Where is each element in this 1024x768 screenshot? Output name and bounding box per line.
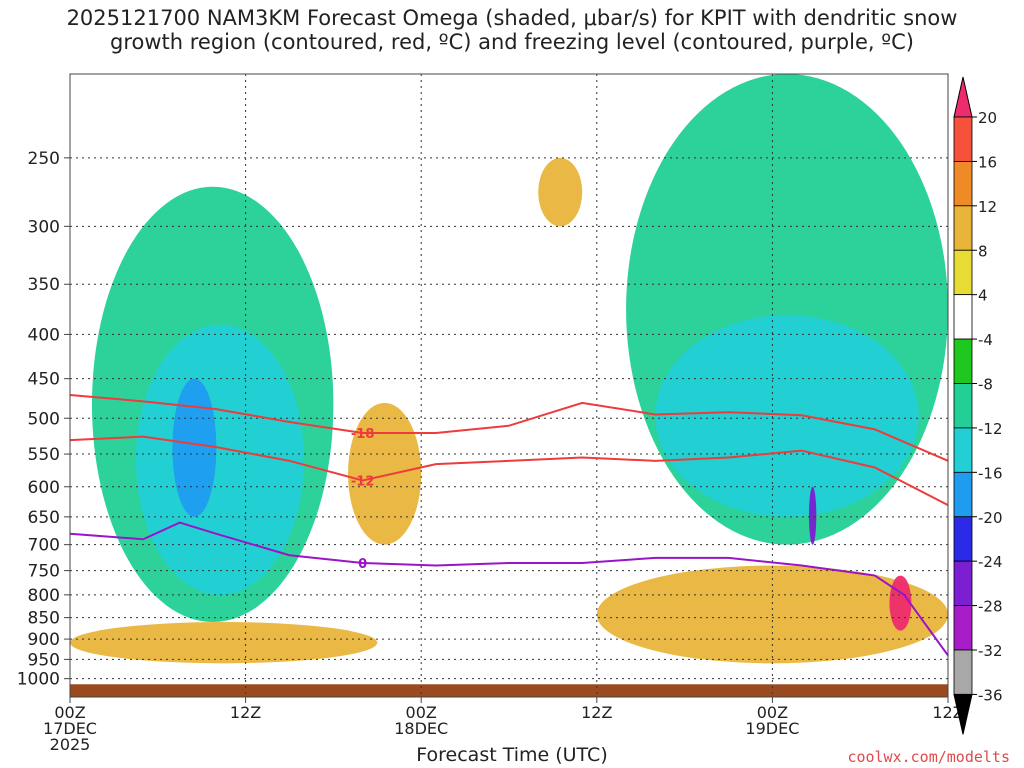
omega-region	[538, 157, 583, 227]
y-tick-label: 500	[28, 409, 60, 429]
colorbar-swatch	[953, 205, 973, 251]
red-contour-label: -18	[351, 427, 375, 442]
colorbar-label: -8	[978, 376, 993, 394]
colorbar-label: -16	[978, 464, 1003, 482]
omega-region	[808, 486, 817, 545]
colorbar-bottom-arrow	[953, 693, 973, 735]
colorbar-swatch	[953, 605, 973, 651]
y-tick-label: 400	[28, 325, 60, 345]
colorbar-swatch	[953, 471, 973, 518]
colorbar-label: -32	[978, 642, 1003, 660]
y-tick-label: 250	[28, 149, 60, 169]
red-contour	[69, 394, 949, 462]
x-tick-label: 00Z	[757, 703, 788, 722]
red-contour	[69, 435, 949, 506]
y-tick-label: 950	[28, 650, 60, 670]
colorbar-label: -20	[978, 509, 1003, 527]
purple-contour	[69, 521, 949, 657]
x-tick-label: 00Z	[406, 703, 437, 722]
x-tick-label: 00Z	[54, 703, 85, 722]
colorbar-label: 4	[978, 287, 988, 305]
colorbar-swatch	[953, 116, 973, 162]
purple-contour-label: 0	[358, 557, 367, 572]
x-axis-label: Forecast Time (UTC)	[416, 744, 608, 766]
y-tick-label: 300	[28, 217, 60, 237]
red-contour-label: -12	[351, 474, 375, 489]
omega-region	[655, 315, 919, 517]
credit-text[interactable]: coolwx.com/modelts	[847, 748, 1010, 766]
colorbar-label: 20	[978, 109, 997, 127]
chart-title-line-2: growth region (contoured, red, ºC) and f…	[110, 30, 914, 54]
colorbar-label: 16	[978, 153, 997, 171]
x-tick-year: 2025	[50, 735, 91, 754]
y-tick-label: 550	[28, 445, 60, 465]
y-tick-label: 1000	[17, 670, 60, 690]
colorbar-swatch	[953, 516, 973, 562]
colorbar-label: -12	[978, 420, 1003, 438]
y-tick-label: 900	[28, 630, 60, 650]
x-tick-date: 18DEC	[394, 719, 448, 738]
omega-region	[135, 324, 305, 595]
omega-region	[889, 575, 912, 631]
x-tick-date: 19DEC	[745, 719, 799, 738]
x-tick-date: 17DEC	[43, 719, 97, 738]
y-tick-label: 700	[28, 536, 60, 556]
omega-region	[172, 378, 217, 517]
ground-fill	[70, 684, 948, 697]
colorbar-label: -4	[978, 331, 993, 349]
colorbar-swatch	[953, 294, 973, 340]
colorbar-label: -36	[978, 686, 1003, 704]
colorbar-label: -28	[978, 598, 1003, 616]
colorbar-top-arrow	[953, 76, 973, 118]
colorbar-label: -24	[978, 553, 1003, 571]
colorbar-swatch	[953, 249, 973, 296]
plot-frame	[69, 73, 949, 698]
x-tick-label: 12Z	[581, 703, 612, 722]
colorbar-swatch	[953, 161, 973, 207]
y-tick-label: 800	[28, 586, 60, 606]
y-tick-label: 350	[28, 275, 60, 295]
chart-title-line-1: 2025121700 NAM3KM Forecast Omega (shaded…	[66, 6, 958, 30]
omega-region	[348, 402, 422, 545]
y-tick-label: 600	[28, 478, 60, 498]
colorbar-swatch	[953, 649, 973, 695]
y-tick-label: 650	[28, 508, 60, 528]
omega-region	[70, 622, 378, 664]
x-tick-label: 12Z	[932, 703, 963, 722]
y-tick-label: 850	[28, 609, 60, 629]
colorbar-label: 8	[978, 242, 988, 260]
colorbar-swatch	[953, 338, 973, 384]
x-tick-label: 12Z	[230, 703, 261, 722]
y-tick-label: 750	[28, 562, 60, 582]
y-tick-label: 450	[28, 370, 60, 390]
colorbar-swatch	[953, 383, 973, 429]
colorbar-swatch	[953, 427, 973, 473]
colorbar-label: 12	[978, 198, 997, 216]
colorbar-swatch	[953, 560, 973, 606]
